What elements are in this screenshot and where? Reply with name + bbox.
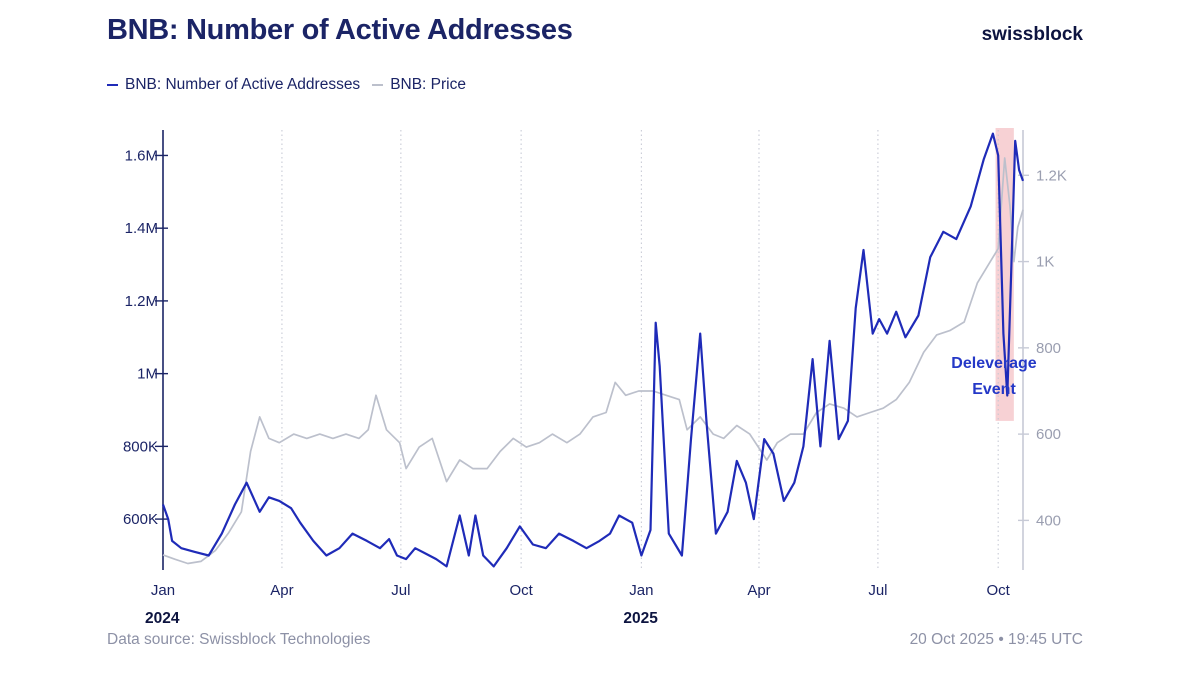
legend-item-price[interactable]: BNB: Price xyxy=(372,76,466,94)
y-right-tick-label: 400 xyxy=(1036,512,1061,529)
y-right-tick-label: 1K xyxy=(1036,254,1054,271)
annotation-deleverage-event: Deleverage xyxy=(951,355,1036,372)
x-year-label: 2024 xyxy=(145,610,180,627)
x-tick-label: Apr xyxy=(270,582,293,599)
legend-label-price: BNB: Price xyxy=(390,76,466,93)
legend-item-active-addresses[interactable]: BNB: Number of Active Addresses xyxy=(107,76,360,94)
legend-swatch-price xyxy=(372,84,384,86)
x-tick-label: Oct xyxy=(509,582,533,599)
x-tick-label: Oct xyxy=(986,582,1010,599)
y-left-tick-label: 1.2M xyxy=(125,293,158,310)
x-year-label: 2025 xyxy=(623,610,658,627)
data-source-note: Data source: Swissblock Technologies xyxy=(107,631,371,648)
series-line-active-addresses xyxy=(161,132,1025,568)
x-tick-label: Jan xyxy=(151,582,175,599)
annotation-deleverage-event: Event xyxy=(972,381,1016,398)
chart-legend: BNB: Number of Active Addresses BNB: Pri… xyxy=(107,76,478,94)
x-tick-label: Apr xyxy=(747,582,770,599)
x-tick-label: Jul xyxy=(391,582,410,599)
y-right-tick-label: 800 xyxy=(1036,340,1061,357)
y-right-tick-label: 1.2K xyxy=(1036,167,1067,184)
y-left-tick-label: 1M xyxy=(137,366,158,383)
timestamp: 20 Oct 2025 • 19:45 UTC xyxy=(909,631,1083,648)
series-line-price xyxy=(162,157,1024,565)
x-tick-label: Jan xyxy=(629,582,653,599)
y-left-tick-label: 600K xyxy=(123,511,158,528)
y-left-tick-label: 1.6M xyxy=(125,147,158,164)
y-left-tick-label: 1.4M xyxy=(125,220,158,237)
y-right-tick-label: 600 xyxy=(1036,426,1061,443)
brand-logo: swissblock xyxy=(981,24,1083,45)
y-left-tick-label: 800K xyxy=(123,438,158,455)
x-tick-label: Jul xyxy=(868,582,887,599)
legend-label-active-addresses: BNB: Number of Active Addresses xyxy=(125,76,361,93)
chart-title: BNB: Number of Active Addresses xyxy=(107,14,573,46)
legend-swatch-active-addresses xyxy=(107,84,118,86)
